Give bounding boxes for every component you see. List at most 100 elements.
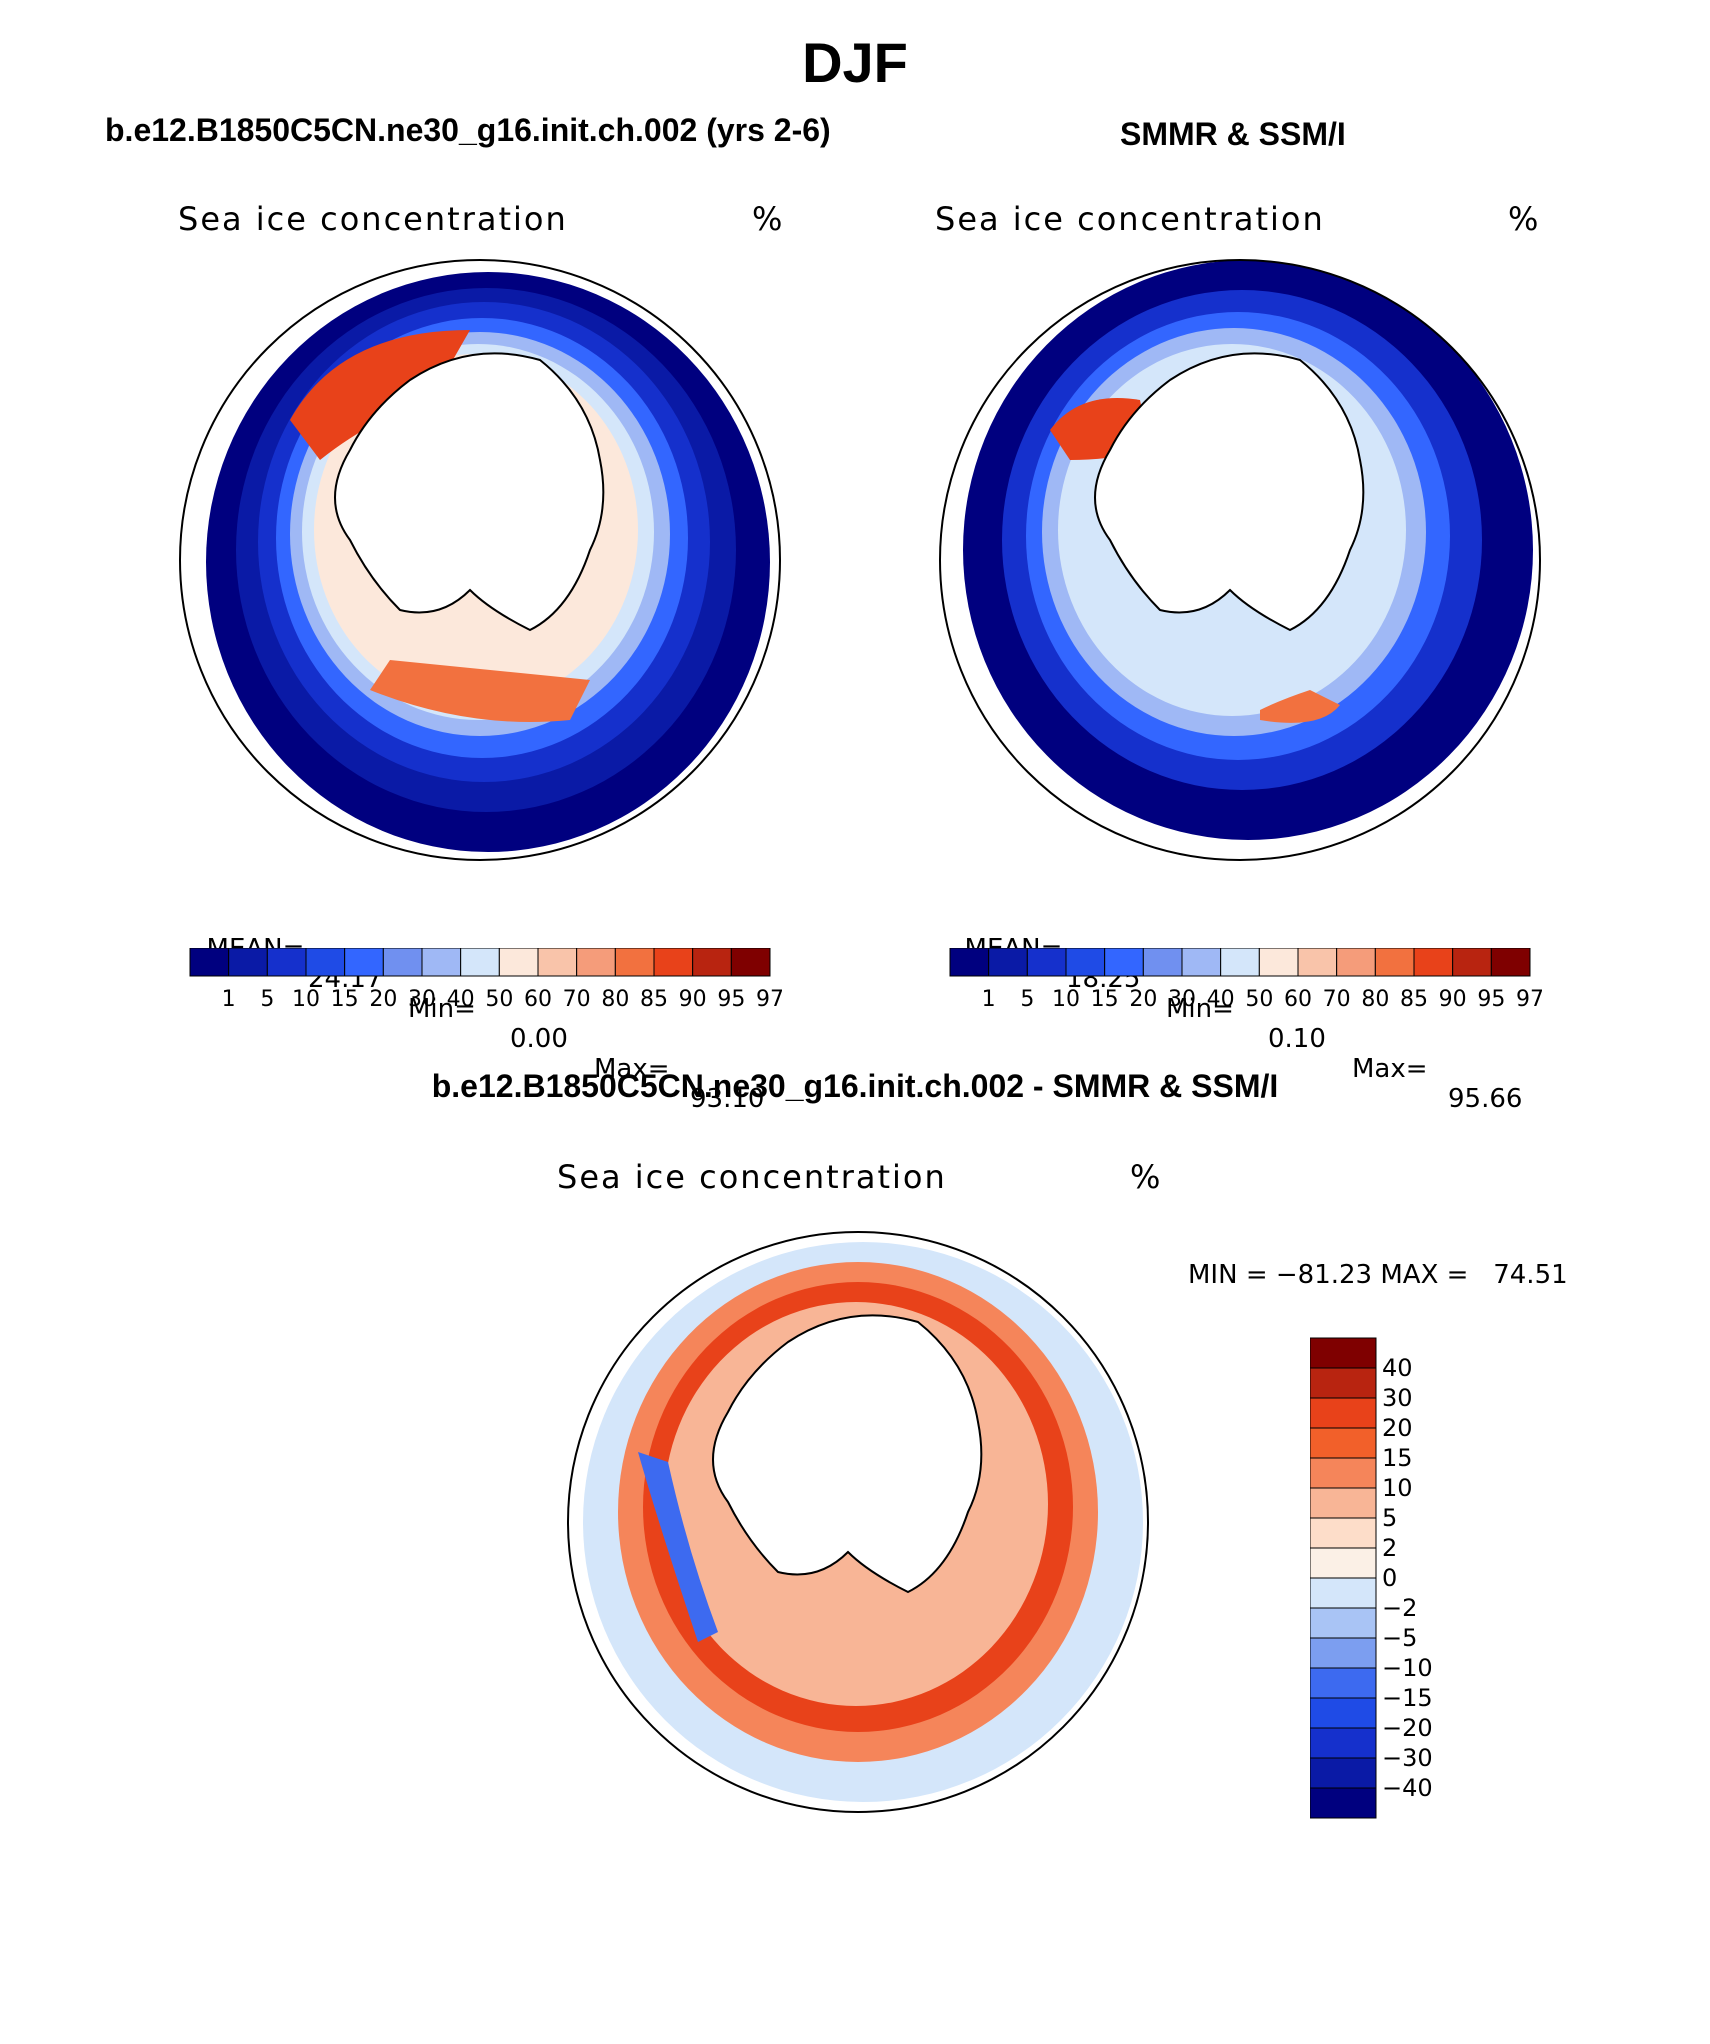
obs-colorbar-tick-label: 20: [1129, 987, 1157, 1012]
obs-colorbar-tick-label: 1: [982, 987, 996, 1012]
model-colorbar-swatch: [614, 948, 655, 977]
model-weddell-ice: [290, 330, 470, 460]
obs-min-value: 0.10: [1268, 1024, 1326, 1054]
diff-colorbar-tick-label: −20: [1382, 1714, 1433, 1742]
diff-colorbar-tick-label: −10: [1382, 1654, 1433, 1682]
model-colorbar-tick-label: 5: [260, 987, 274, 1012]
model-field-label: Sea ice concentration: [178, 200, 568, 238]
model-colorbar-swatch: [305, 948, 346, 977]
model-colorbar-tick-label: 80: [601, 987, 629, 1012]
model-colorbar-tick-label: 60: [524, 987, 552, 1012]
antarctica-diff: [712, 1314, 983, 1594]
obs-colorbar-tick-label: 50: [1245, 987, 1273, 1012]
obs-ross-ice: [1260, 690, 1340, 723]
obs-colorbar-tick-label: 40: [1207, 987, 1235, 1012]
obs-colorbar-tick-label: 95: [1477, 987, 1505, 1012]
diff-colorbar-swatch: [1310, 1517, 1377, 1549]
diff-negative-west: [638, 1452, 718, 1642]
model-min-value: 0.00: [510, 1024, 568, 1054]
obs-colorbar-swatch: [949, 948, 990, 977]
obs-colorbar-swatch: [1065, 948, 1106, 977]
obs-colorbar-tick-label: 80: [1361, 987, 1389, 1012]
obs-max-label: Max=: [1352, 1054, 1428, 1084]
diff-case-title: b.e12.B1850C5CN.ne30_g16.init.ch.002 - S…: [431, 1068, 1279, 1104]
model-colorbar-swatch: [576, 948, 616, 977]
diff-minmax: MIN = −81.23 MAX = 74.51: [1188, 1260, 1568, 1290]
diff-colorbar-swatch: [1310, 1607, 1377, 1639]
model-colorbar-swatch: [653, 948, 694, 977]
antarctica-obs: [1094, 352, 1365, 632]
diff-colorbar-tick-label: 10: [1382, 1474, 1413, 1502]
diff-colorbar-swatch: [1310, 1397, 1377, 1429]
obs-colorbar-swatch: [1142, 948, 1183, 977]
model-max-value: 93.10: [690, 1084, 765, 1114]
model-colorbar-swatch: [228, 948, 268, 977]
obs-colorbar-tick-label: 97: [1516, 987, 1542, 1012]
model-map-outline: [179, 259, 781, 861]
model-colorbar-tick-label: 15: [331, 987, 359, 1012]
model-case-title: b.e12.B1850C5CN.ne30_g16.init.ch.002 (yr…: [105, 112, 831, 148]
antarctica-model: [334, 352, 605, 632]
obs-colorbar: 1 5 10 15 20 30 40 50 60 70 80 85 90 95 97: [949, 948, 1542, 1012]
obs-colorbar-swatch: [1413, 948, 1454, 977]
obs-colorbar-swatch: [1220, 948, 1260, 977]
obs-polar-map: [939, 259, 1541, 861]
diff-polar-map: [567, 1231, 1149, 1813]
diff-colorbar-swatch: [1310, 1457, 1377, 1489]
model-colorbar-swatch: [537, 948, 578, 977]
diff-colorbar-tick-label: −2: [1382, 1594, 1417, 1622]
model-colorbar-tick-label: 50: [485, 987, 513, 1012]
obs-colorbar-swatch: [1026, 948, 1067, 977]
obs-colorbar-swatch: [1452, 948, 1492, 977]
model-colorbar-tick-label: 95: [717, 987, 745, 1012]
diff-colorbar-tick-label: −30: [1382, 1744, 1433, 1772]
obs-max-value: 95.66: [1448, 1084, 1523, 1114]
model-colorbar-swatch: [266, 948, 307, 977]
model-max-label: Max=: [594, 1054, 670, 1084]
diff-colorbar-swatch: [1310, 1577, 1377, 1609]
model-colorbar-tick-label: 10: [292, 987, 320, 1012]
model-polar-map: [179, 259, 781, 861]
diff-field-label: Sea ice concentration: [557, 1158, 947, 1196]
diff-colorbar-tick-label: 2: [1382, 1534, 1397, 1562]
model-colorbar: 1 5 10 15 20 30 40 50 60 70 80 85 90 95 97: [189, 948, 782, 1012]
obs-colorbar-swatch: [988, 948, 1028, 977]
diff-colorbar-tick-label: 5: [1382, 1504, 1397, 1532]
model-colorbar-tick-label: 97: [756, 987, 782, 1012]
model-colorbar-swatch: [730, 948, 771, 977]
obs-case-title: SMMR & SSM/I: [1120, 116, 1346, 152]
diff-colorbar-swatch: [1310, 1727, 1377, 1759]
obs-colorbar-swatch: [1297, 948, 1338, 977]
obs-colorbar-swatch: [1104, 948, 1144, 977]
model-colorbar-swatch: [460, 948, 500, 977]
model-colorbar-tick-label: 40: [447, 987, 475, 1012]
obs-colorbar-tick-label: 85: [1400, 987, 1428, 1012]
diff-colorbar-tick-label: 40: [1382, 1354, 1413, 1382]
obs-colorbar-tick-label: 5: [1020, 987, 1034, 1012]
obs-colorbar-swatch: [1258, 948, 1299, 977]
diff-colorbar-tick-label: 0: [1382, 1564, 1397, 1592]
diff-colorbar-swatch: [1310, 1667, 1377, 1699]
obs-colorbar-tick-label: 70: [1323, 987, 1351, 1012]
obs-colorbar-tick-label: 30: [1168, 987, 1196, 1012]
model-min-label: Min=: [408, 994, 476, 1024]
diff-colorbar-tick-label: 20: [1382, 1414, 1413, 1442]
diff-colorbar-tick-label: 15: [1382, 1444, 1413, 1472]
diff-colorbar-tick-label: 30: [1382, 1384, 1413, 1412]
obs-colorbar-swatch: [1336, 948, 1376, 977]
obs-field-label: Sea ice concentration: [935, 200, 1325, 238]
diff-map-outline: [567, 1231, 1149, 1813]
diff-colorbar-swatch: [1310, 1367, 1377, 1399]
model-colorbar-tick-label: 20: [369, 987, 397, 1012]
obs-colorbar-tick-label: 10: [1052, 987, 1080, 1012]
diff-colorbar-tick-label: −15: [1382, 1684, 1433, 1712]
obs-units-label: %: [1508, 200, 1539, 238]
diff-colorbar-tick-label: −5: [1382, 1624, 1417, 1652]
diff-colorbar-swatch: [1310, 1427, 1377, 1459]
model-colorbar-tick-label: 85: [640, 987, 668, 1012]
model-colorbar-swatch: [421, 948, 462, 977]
diff-colorbar-swatch: [1310, 1787, 1377, 1819]
model-colorbar-tick-label: 1: [222, 987, 236, 1012]
model-colorbar-swatch: [189, 948, 230, 977]
diff-colorbar-swatch: [1310, 1487, 1377, 1519]
